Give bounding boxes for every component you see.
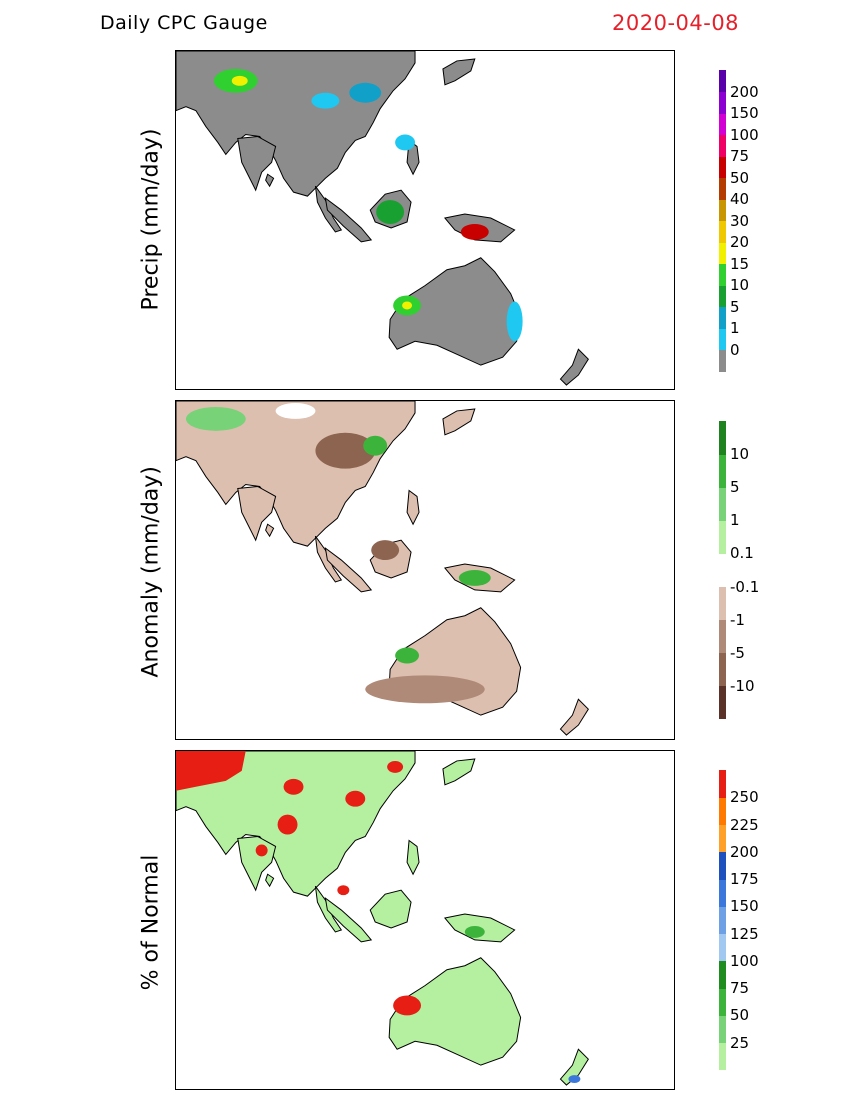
colorbar-tick-label: 25 [730,1033,750,1052]
anomaly-map-panel [175,400,675,740]
india-peninsula [237,135,277,192]
colorbar-segment [719,879,726,907]
new-zealand-island [559,1048,589,1086]
sri-lanka-island [265,173,275,188]
map-title: Daily CPC Gauge [100,12,268,34]
colorbar-tick-label: -5 [730,643,745,662]
colorbar-segment [719,1015,726,1044]
precip-map-panel [175,50,675,390]
colorbar-tick-label: 125 [730,924,759,943]
map-date: 2020-04-08 [612,11,740,35]
colorbar-tick-label: 225 [730,815,759,834]
colorbar-segment [719,1042,726,1071]
colorbar-segment [719,933,726,962]
anomaly-map [176,401,589,736]
colorbar-segment [719,421,726,455]
sumatra-island [324,196,373,243]
new-zealand-island [559,698,589,736]
borneo-island [369,889,412,929]
anomaly-colorbar [719,421,726,720]
precip-colorbar [719,70,726,372]
colorbar-segment [719,242,726,264]
colorbar-segment [719,91,726,114]
colorbar-segment [719,220,726,243]
colorbar-segment [719,134,726,157]
colorbar-segment [719,906,726,935]
colorbar-tick-label: 75 [730,979,750,998]
colorbar-tick-label: 10 [730,276,750,294]
colorbar-tick-label: 250 [730,788,759,807]
colorbar-segment [719,685,726,720]
colorbar-segment [719,520,726,554]
colorbar-tick-label: 0 [730,340,740,359]
philippines-island [406,489,420,526]
colorbar-tick-label: 1 [730,319,740,337]
colorbar-tick-label: 5 [730,478,740,497]
colorbar-tick-label: 30 [730,211,750,230]
colorbar-segment [719,199,726,221]
colorbar-tick-label: 5 [730,297,740,316]
percent-map-panel [175,750,675,1090]
australia-landmass [388,957,522,1066]
colorbar-segment [719,960,726,989]
colorbar-segment [719,70,726,92]
sumatra-island [324,896,373,943]
colorbar-segment [719,487,726,521]
colorbar-segment [719,797,726,826]
colorbar-tick-label: -10 [730,676,755,695]
sri-lanka-island [265,523,275,538]
asia-landmass [176,51,416,197]
colorbar-tick-label: -1 [730,610,745,629]
colorbar-segment [719,652,726,687]
colorbar-tick-label: 0.1 [730,544,754,563]
colorbar-tick-label: -0.1 [730,577,760,596]
colorbar-segment [719,770,726,798]
japan-island [442,58,476,86]
precip-axis-label: Precip (mm/day) [138,128,164,311]
colorbar-tick-label: 40 [730,190,750,208]
colorbar-segment [719,177,726,200]
sri-lanka-island [265,873,275,888]
colorbar-tick-label: 50 [730,168,750,187]
colorbar-tick-label: 175 [730,870,759,889]
precip-map [176,51,589,386]
percent-map [176,751,589,1086]
percent-colorbar [719,770,726,1071]
colorbar-tick-label: 100 [730,951,759,970]
colorbar-segment [719,285,726,307]
colorbar-segment [719,619,726,654]
colorbar-segment [719,553,726,588]
colorbar-tick-label: 200 [730,82,759,101]
colorbar-tick-label: 150 [730,104,759,122]
colorbar-tick-label: 75 [730,147,750,165]
colorbar-tick-label: 100 [730,125,759,144]
colorbar-tick-label: 10 [730,445,750,464]
colorbar-segment [719,824,726,853]
colorbar-tick-label: 200 [730,842,759,861]
colorbar-segment [719,263,726,286]
philippines-island [406,839,420,876]
new-zealand-island [559,348,589,386]
colorbar-segment [719,113,726,135]
colorbar-tick-label: 15 [730,254,750,273]
colorbar-tick-label: 50 [730,1006,750,1025]
colorbar-segment [719,349,726,372]
sumatra-island [324,546,373,593]
colorbar-segment [719,156,726,178]
anomaly-axis-label: Anomaly (mm/day) [138,466,164,678]
colorbar-tick-label: 20 [730,233,750,251]
colorbar-segment [719,328,726,350]
colorbar-segment [719,586,726,621]
percent-axis-label: % of Normal [138,854,164,991]
colorbar-segment [719,306,726,329]
colorbar-segment [719,988,726,1016]
japan-island [442,408,476,436]
india-peninsula [237,485,277,542]
colorbar-tick-label: 150 [730,897,759,916]
colorbar-tick-label: 1 [730,511,740,530]
colorbar-segment [719,454,726,488]
japan-island [442,758,476,786]
colorbar-segment [719,851,726,880]
